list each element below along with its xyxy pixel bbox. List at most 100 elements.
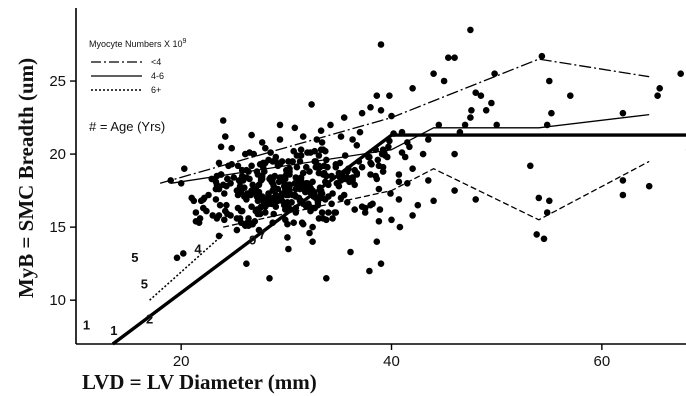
age-label: 5 [141, 277, 148, 292]
data-point [477, 92, 485, 99]
data-point [230, 174, 238, 181]
age-label: 1 [83, 317, 90, 332]
data-point [395, 171, 403, 178]
data-point [266, 194, 273, 202]
age-label: 1 [110, 323, 117, 338]
data-point [349, 136, 356, 143]
data-point [373, 238, 381, 245]
data-point [308, 101, 315, 108]
data-point [224, 175, 231, 183]
data-point [656, 85, 663, 92]
data-point [535, 194, 543, 202]
data-point [377, 107, 385, 114]
data-point [283, 191, 290, 199]
data-point [262, 209, 269, 216]
data-point [256, 193, 264, 200]
data-point [284, 234, 291, 241]
data-point [375, 185, 383, 193]
data-point [461, 121, 469, 129]
data-point [288, 199, 295, 206]
data-point [373, 92, 381, 99]
data-point [329, 190, 336, 197]
data-point [212, 178, 220, 186]
data-point [290, 219, 298, 226]
data-point [234, 162, 242, 170]
data-point [451, 150, 458, 158]
data-point [351, 206, 359, 213]
data-point [269, 187, 277, 194]
legend-title-superscript: 9 [183, 38, 187, 45]
data-point [374, 156, 382, 164]
data-point [217, 143, 225, 151]
data-point [440, 77, 448, 85]
data-point [353, 142, 361, 149]
data-point [268, 178, 275, 186]
data-point [419, 150, 427, 158]
series-line-dash-dot [159, 58, 650, 184]
data-point [358, 109, 366, 117]
data-point [291, 180, 299, 187]
data-point [467, 114, 474, 121]
data-point [315, 152, 323, 159]
data-point [425, 177, 432, 184]
data-point [344, 199, 351, 206]
data-point [290, 147, 298, 155]
data-point [396, 223, 404, 231]
age-label: 9 [249, 233, 256, 248]
legend-label-lt4: <4 [151, 57, 161, 67]
data-point [488, 99, 495, 107]
data-point [445, 54, 452, 61]
data-point [540, 235, 548, 243]
data-point [353, 169, 361, 177]
data-point [435, 121, 443, 129]
data-point [248, 203, 255, 210]
data-point [306, 168, 313, 175]
data-point [267, 149, 274, 156]
x-axis-title: LVD = LV Diameter (mm) [82, 370, 317, 394]
y-axis-title: MyB = SMC Breadth (um) [14, 58, 38, 298]
series-line-dotted [149, 233, 224, 301]
data-point [546, 77, 553, 85]
data-point [645, 182, 653, 190]
data-point [243, 260, 250, 268]
data-point [216, 201, 224, 209]
data-point [548, 109, 555, 117]
data-point [368, 161, 375, 168]
x-tick-label: 40 [383, 353, 400, 370]
data-point [312, 163, 320, 171]
data-point [385, 143, 392, 151]
age-label: 4 [194, 241, 202, 256]
data-point [388, 216, 395, 224]
data-point [309, 238, 316, 245]
data-point [239, 177, 247, 184]
data-point [314, 199, 322, 206]
data-point [367, 171, 374, 178]
data-point [430, 70, 437, 77]
data-point [315, 169, 323, 177]
age-label: 2 [146, 312, 153, 327]
data-point [248, 220, 255, 228]
data-point [219, 117, 227, 124]
data-point [181, 165, 188, 172]
data-point [375, 162, 383, 170]
y-tick-label: 15 [49, 219, 66, 236]
data-point [237, 207, 245, 215]
data-point [271, 199, 279, 206]
data-point [296, 185, 304, 193]
data-point [233, 226, 241, 234]
data-point [315, 215, 323, 222]
data-point [340, 114, 348, 121]
data-point [241, 184, 248, 191]
data-point [367, 104, 374, 111]
data-point [366, 267, 373, 275]
data-point [246, 175, 253, 183]
data-point [654, 92, 661, 99]
data-point [451, 54, 458, 61]
data-point [409, 85, 416, 92]
data-point [212, 196, 220, 203]
data-point [276, 136, 284, 143]
data-point [472, 89, 480, 96]
data-point [493, 121, 501, 129]
data-point [538, 52, 546, 60]
